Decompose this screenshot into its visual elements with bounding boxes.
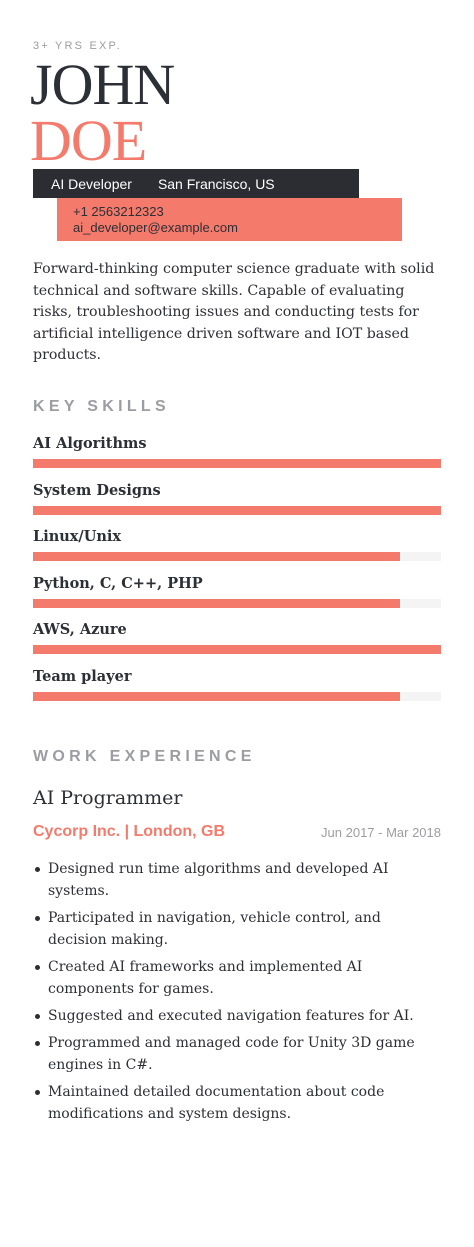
skill-bar-track [33, 691, 441, 701]
job-bullet-list: Designed run time algorithms and develop… [33, 858, 443, 1130]
skill-name: System Designs [33, 481, 161, 499]
job-bullet: Programmed and managed code for Unity 3D… [33, 1032, 443, 1076]
skill-name: AI Algorithms [33, 435, 147, 452]
skill-bar-fill [33, 691, 401, 701]
email-address[interactable]: ai_developer@example.com [73, 220, 238, 235]
job-bullet: Designed run time algorithms and develop… [33, 858, 443, 902]
bullet-dot-icon [35, 916, 40, 921]
company-location: Cycorp Inc. | London, GB [33, 823, 226, 840]
job-bullet-text: Programmed and managed code for Unity 3D… [48, 1035, 415, 1073]
skill-bar-fill [33, 645, 441, 654]
job-bullet-text: Suggested and executed navigation featur… [48, 1008, 414, 1024]
skill-item: Python, C, C++, PHP [33, 574, 441, 621]
job-bullet: Participated in navigation, vehicle cont… [33, 907, 443, 951]
job-bullet-text: Designed run time algorithms and develop… [48, 861, 389, 899]
first-name: JOHN [30, 52, 175, 117]
skill-name: Python, C, C++, PHP [33, 574, 203, 592]
contact-bar: +1 2563212323 ai_developer@example.com [57, 198, 402, 241]
job-dates: Jun 2017 - Mar 2018 [321, 825, 441, 840]
summary-text: Forward-thinking computer science gradua… [33, 261, 435, 363]
job-bullet-text: Maintained detailed documentation about … [48, 1084, 385, 1122]
phone-number[interactable]: +1 2563212323 [73, 204, 164, 219]
job-bullet: Maintained detailed documentation about … [33, 1081, 443, 1125]
skill-item: Team player [33, 667, 441, 714]
experience-label: 3+ YRS EXP. [33, 40, 122, 52]
job-bullet: Suggested and executed navigation featur… [33, 1005, 443, 1027]
skill-bar-fill [33, 552, 401, 561]
skill-item: Linux/Unix [33, 527, 441, 574]
job-title: AI Programmer [33, 787, 183, 809]
bullet-dot-icon [35, 1014, 40, 1019]
skill-name: Team player [33, 667, 132, 685]
skill-name: AWS, Azure [33, 621, 127, 638]
bullet-dot-icon [35, 1041, 40, 1046]
bullet-dot-icon [35, 867, 40, 872]
location: San Francisco, US [157, 175, 275, 192]
skill-bar-track [33, 552, 441, 561]
job-role: AI Developer [51, 175, 132, 192]
job-bullet-text: Participated in navigation, vehicle cont… [48, 910, 381, 948]
skill-name: Linux/Unix [33, 528, 122, 545]
skill-bar-track [33, 598, 441, 608]
role-location-bar: AI Developer San Francisco, US [33, 169, 359, 198]
bullet-dot-icon [35, 965, 40, 970]
skill-bar-fill [33, 505, 441, 515]
skill-bar-track [33, 459, 441, 468]
key-skills-heading: KEY SKILLS [33, 398, 170, 415]
skill-bar-track [33, 645, 441, 654]
last-name: DOE [30, 108, 147, 173]
bullet-dot-icon [35, 1090, 40, 1095]
skills-list: AI Algorithms System Designs Linux/Unix … [33, 434, 441, 713]
skill-bar-track [33, 505, 441, 515]
job-bullet-text: Created AI frameworks and implemented AI… [48, 959, 363, 997]
skill-bar-fill [33, 598, 401, 608]
skill-item: AWS, Azure [33, 620, 441, 667]
skill-item: System Designs [33, 481, 441, 528]
work-experience-heading: WORK EXPERIENCE [33, 748, 256, 765]
skill-bar-fill [33, 459, 441, 468]
skill-item: AI Algorithms [33, 434, 441, 481]
job-bullet: Created AI frameworks and implemented AI… [33, 956, 443, 1000]
